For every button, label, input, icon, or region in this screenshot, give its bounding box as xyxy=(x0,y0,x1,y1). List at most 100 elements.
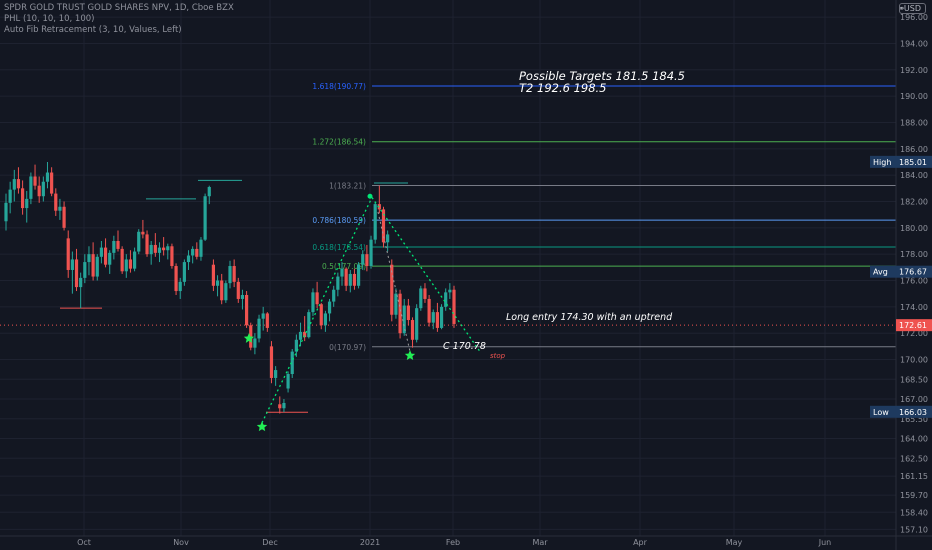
candle-body xyxy=(145,234,149,255)
legend-indicator-fib[interactable]: Auto Fib Retracement (3, 10, Values, Lef… xyxy=(4,25,182,35)
fib-label: 0(170.97) xyxy=(329,343,366,352)
price-tag-bg xyxy=(870,265,896,278)
fib-label: 1.618(190.77) xyxy=(312,82,366,91)
candle-body xyxy=(66,238,70,270)
candle-body xyxy=(344,268,348,286)
candle-body xyxy=(141,231,145,235)
candle-body xyxy=(178,281,182,292)
candle-body xyxy=(220,280,224,301)
y-tick-label: 182.00 xyxy=(900,197,928,206)
candle-body xyxy=(232,266,236,282)
price-tag-bg xyxy=(870,155,896,168)
candle-body xyxy=(8,189,12,203)
candle-body xyxy=(120,248,124,272)
candle-body xyxy=(377,204,381,210)
uptrend-line xyxy=(261,197,373,424)
candle-body xyxy=(12,179,16,190)
y-tick-label: 180.00 xyxy=(900,224,928,233)
candle-body xyxy=(390,264,394,315)
trend-lines xyxy=(261,193,481,424)
star-icon xyxy=(404,350,416,360)
candle-body xyxy=(365,254,369,267)
y-tick-label: 165.50 xyxy=(900,415,928,424)
chart-legend: SPDR GOLD TRUST GOLD SHARES NPV, 1D, Cbo… xyxy=(4,3,234,36)
candle-body xyxy=(162,247,166,251)
legend-indicator-phl[interactable]: PHL (10, 10, 10, 100) xyxy=(4,14,95,24)
candle-body xyxy=(327,301,332,314)
candle-body xyxy=(402,305,406,334)
price-tag-label: Avg xyxy=(873,268,888,277)
candle-body xyxy=(298,331,303,340)
candle-body xyxy=(20,188,25,209)
y-tick-label: 164.00 xyxy=(900,435,928,444)
price-label-value: 172.61 xyxy=(899,321,927,330)
candle-body xyxy=(207,187,211,197)
candle-body xyxy=(431,312,435,323)
candle-body xyxy=(398,293,402,334)
candle-body xyxy=(373,204,377,240)
y-tick-label: 186.00 xyxy=(900,145,928,154)
candle-body xyxy=(381,209,386,243)
retrace-line xyxy=(377,211,411,352)
stop-label: stop xyxy=(490,352,506,360)
candle-body xyxy=(16,179,21,189)
candle-body xyxy=(203,196,207,240)
fib-label: 1(183.21) xyxy=(329,182,366,191)
fib-label: 0.5(177.09) xyxy=(322,262,366,271)
candle-body xyxy=(62,206,66,228)
candle-body xyxy=(356,264,361,286)
candle-body xyxy=(307,312,311,338)
star-icon xyxy=(256,421,268,432)
candle-body xyxy=(253,338,257,348)
candle-body xyxy=(319,304,323,326)
y-tick-label: 161.15 xyxy=(900,472,928,481)
y-tick-label: 159.70 xyxy=(900,491,928,500)
price-label-bg xyxy=(896,155,932,168)
y-tick-label: 162.50 xyxy=(900,454,928,463)
x-tick-label: Mar xyxy=(532,538,548,547)
candle-body xyxy=(153,244,157,253)
candle-body xyxy=(311,292,315,313)
x-tick-label: Feb xyxy=(446,538,460,547)
x-tick-label: Jun xyxy=(818,538,832,547)
candle-body xyxy=(249,325,253,348)
price-axis[interactable]: 196.00 194.00 192.00 190.00 188.00 186.00 184.… xyxy=(870,0,932,550)
y-tick-label: 176.00 xyxy=(900,277,928,286)
candle-body xyxy=(303,331,307,338)
y-tick-label: 168.50 xyxy=(900,375,928,384)
candle-body xyxy=(278,404,282,409)
candle-body xyxy=(87,254,91,263)
candle-body xyxy=(186,255,191,263)
candle-body xyxy=(95,256,99,277)
price-label-value: 166.03 xyxy=(899,408,927,417)
x-tick-label: 2021 xyxy=(360,538,380,547)
candle-body xyxy=(265,313,269,328)
candle-body xyxy=(452,289,456,324)
candle-body xyxy=(195,248,199,257)
stop-level-label: C 170.78 xyxy=(443,341,486,352)
candle-body xyxy=(170,246,174,267)
candle-body xyxy=(352,273,357,286)
candle-body xyxy=(224,283,228,301)
candle-body xyxy=(323,313,328,326)
fib-label: 0.786(180.59) xyxy=(312,216,366,225)
candle-body xyxy=(83,262,87,278)
candle-body xyxy=(282,402,286,409)
candle-body xyxy=(137,231,141,252)
candle-body xyxy=(58,206,62,211)
candle-body xyxy=(244,294,249,326)
time-axis[interactable]: Oct Nov Dec 2021 Feb Mar Apr May Jun xyxy=(0,535,932,547)
candle-body xyxy=(112,241,116,253)
candle-body xyxy=(340,268,344,277)
y-tick-label: 170.00 xyxy=(900,356,928,365)
x-tick-label: Apr xyxy=(633,538,648,547)
lock-icon[interactable]: ⚭ xyxy=(898,4,905,13)
legend-title[interactable]: SPDR GOLD TRUST GOLD SHARES NPV, 1D, Cbo… xyxy=(4,3,234,13)
currency-button[interactable]: USD xyxy=(898,3,926,14)
candle-body xyxy=(269,346,274,378)
candle-body xyxy=(386,234,390,243)
candle-body xyxy=(348,273,352,286)
candle-body xyxy=(257,318,261,339)
y-tick-label: 192.00 xyxy=(900,66,928,75)
